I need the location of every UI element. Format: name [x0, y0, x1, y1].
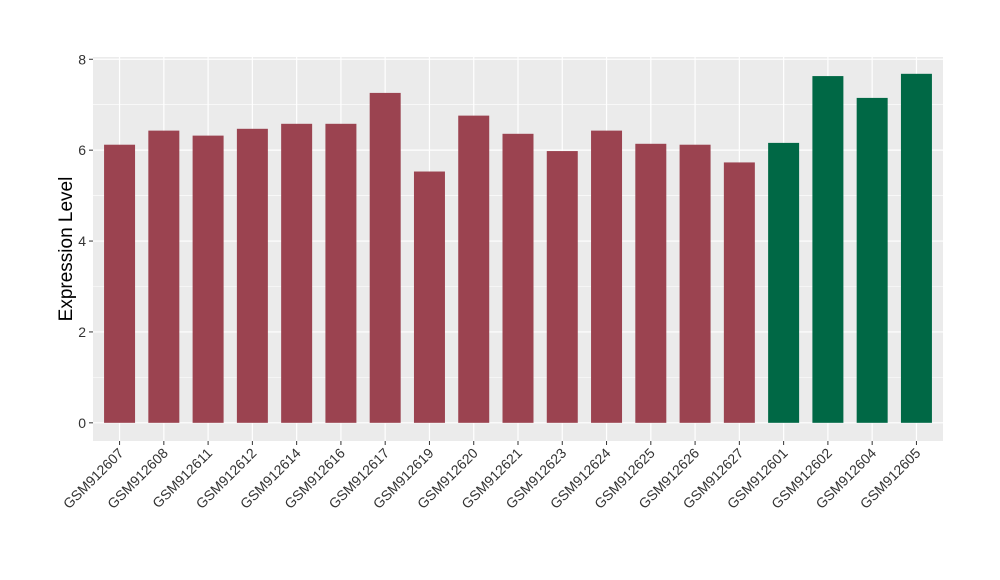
- bar-GSM912608: [148, 130, 180, 423]
- bar-GSM912612: [236, 128, 268, 423]
- y-tick-label: 8: [78, 51, 86, 67]
- x-axis: GSM912607GSM912608GSM912611GSM912612GSM9…: [60, 441, 924, 512]
- bar-GSM912623: [546, 151, 578, 423]
- y-tick-label: 0: [78, 415, 86, 431]
- bar-GSM912624: [591, 130, 623, 423]
- y-axis: 0 2 4 6 8: [78, 51, 93, 431]
- y-tick-label: 4: [78, 233, 86, 249]
- bars: [104, 73, 932, 423]
- bar-GSM912605: [900, 73, 932, 423]
- bar-GSM912621: [502, 133, 534, 423]
- y-tick-label: 6: [78, 142, 86, 158]
- bar-GSM912607: [104, 144, 136, 423]
- bar-GSM912619: [413, 171, 445, 423]
- bar-GSM912614: [281, 123, 313, 423]
- bar-GSM912616: [325, 123, 357, 423]
- bar-GSM912602: [812, 76, 844, 423]
- bar-GSM912611: [192, 135, 224, 423]
- bar-GSM912617: [369, 92, 401, 423]
- bar-GSM912604: [856, 97, 888, 423]
- y-axis-title: Expression Level: [56, 177, 77, 322]
- bar-GSM912625: [635, 143, 667, 423]
- bar-GSM912620: [458, 115, 490, 423]
- bar-GSM912601: [768, 142, 800, 423]
- bar-GSM912627: [723, 162, 755, 423]
- bar-GSM912626: [679, 144, 711, 423]
- y-tick-label: 2: [78, 324, 86, 340]
